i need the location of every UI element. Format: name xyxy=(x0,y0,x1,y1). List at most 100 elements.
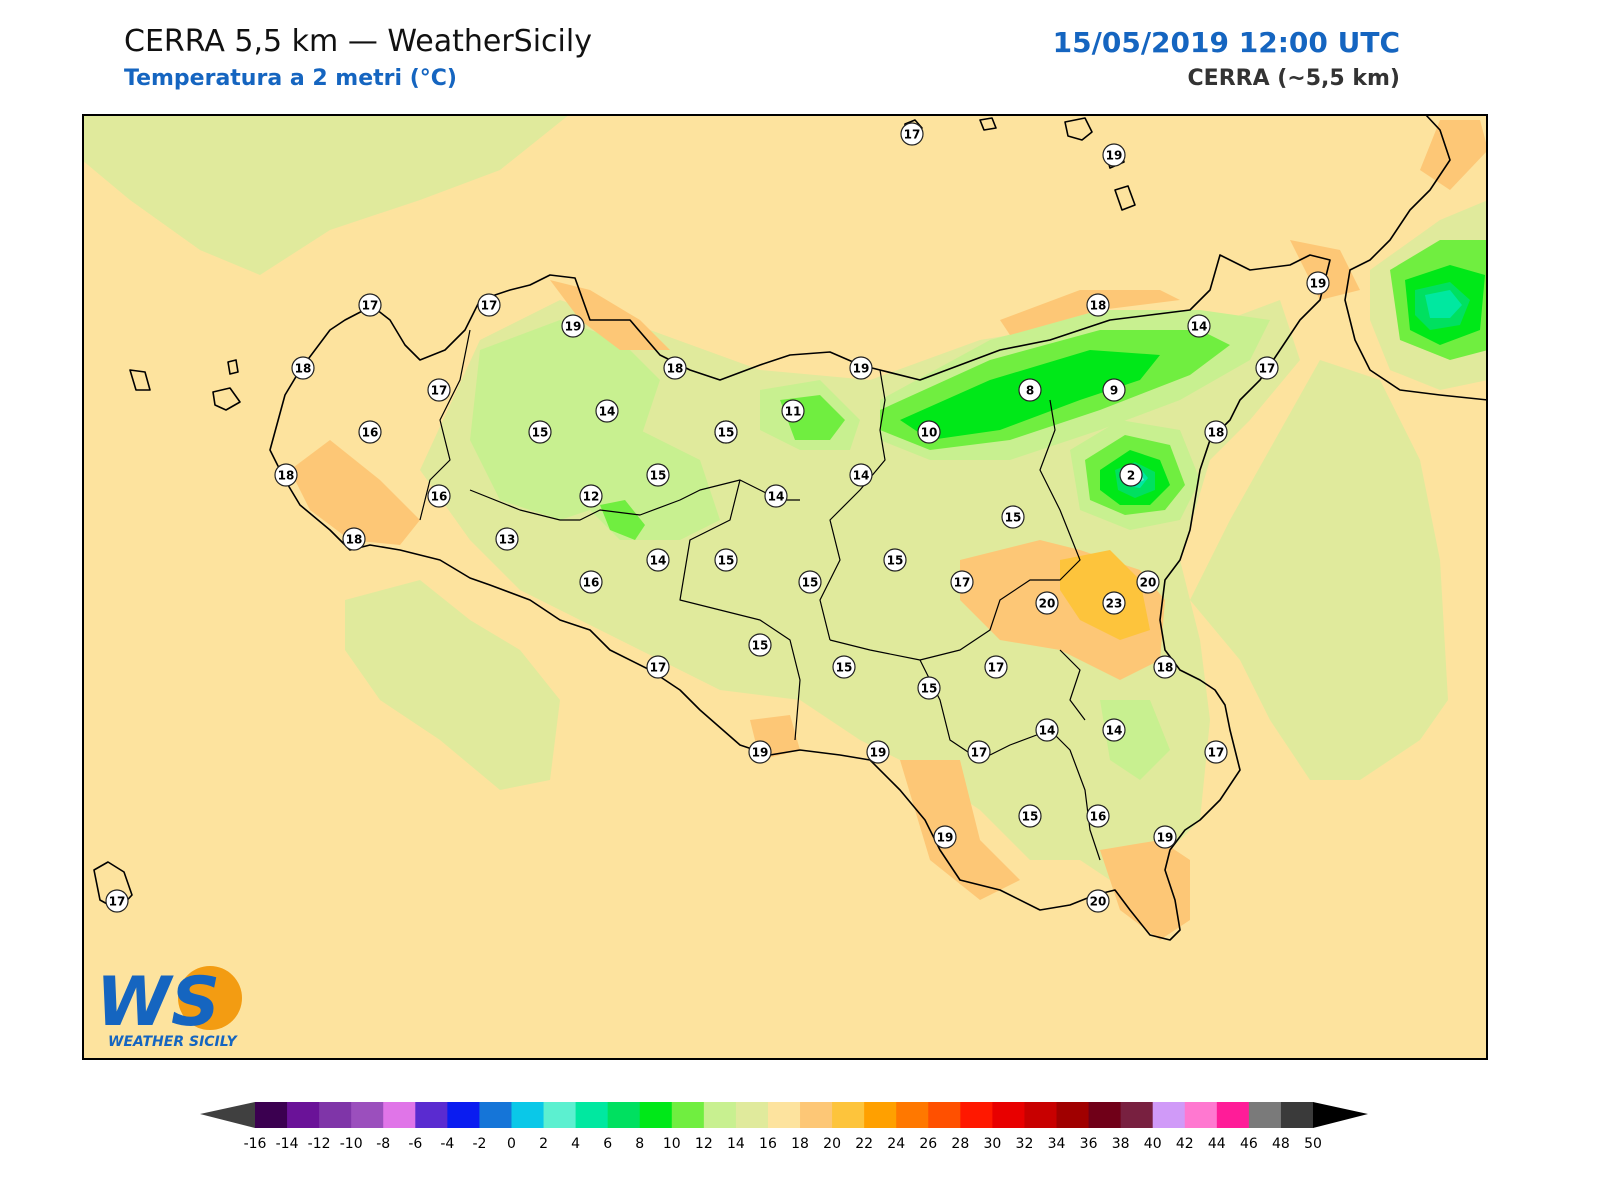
colorbar-cell xyxy=(1088,1102,1122,1128)
station-value: 14 xyxy=(853,469,870,483)
field-band-16-nw xyxy=(82,114,570,275)
station-marker: 9 xyxy=(1102,378,1126,402)
colorbar-tick-label: 0 xyxy=(507,1136,516,1152)
colorbar-cell xyxy=(511,1102,545,1128)
station-marker: 18 xyxy=(1086,293,1110,317)
colorbar-cell xyxy=(255,1102,288,1128)
station-value: 17 xyxy=(971,746,988,760)
station-marker: 10 xyxy=(917,420,941,444)
colorbar-tick-label: 38 xyxy=(1112,1136,1130,1152)
station-marker-circle xyxy=(984,655,1008,679)
station-marker: 19 xyxy=(849,356,873,380)
colorbar-tick-label: -12 xyxy=(308,1136,331,1152)
station-marker: 20 xyxy=(1136,570,1160,594)
colorbar-cell xyxy=(351,1102,384,1128)
station-marker: 16 xyxy=(579,570,603,594)
station-marker: 8 xyxy=(1018,378,1042,402)
station-marker: 19 xyxy=(1153,825,1177,849)
station-marker-circle xyxy=(427,378,451,402)
station-marker: 16 xyxy=(427,484,451,508)
station-marker: 17 xyxy=(477,293,501,317)
station-marker: 23 xyxy=(1102,591,1126,615)
station-value: 13 xyxy=(499,533,516,547)
station-marker-circle xyxy=(646,463,670,487)
colorbar-cell xyxy=(703,1102,737,1128)
coastline-sicily xyxy=(269,254,1331,941)
station-marker-circle xyxy=(1153,825,1177,849)
station-marker: 18 xyxy=(1153,655,1177,679)
station-value: 20 xyxy=(1039,597,1056,611)
station-value: 17 xyxy=(904,128,921,142)
station-marker: 17 xyxy=(950,570,974,594)
station-marker-circle xyxy=(1001,505,1025,529)
station-marker: 16 xyxy=(1086,804,1110,828)
colorbar-tick-label: 4 xyxy=(571,1136,580,1152)
colorbar-cell xyxy=(1216,1102,1250,1128)
colorbar-tick-label: 30 xyxy=(983,1136,1001,1152)
station-value: 14 xyxy=(768,490,785,504)
station-marker-circle xyxy=(1035,718,1059,742)
station-marker-circle xyxy=(646,655,670,679)
colorbar-tick-label: 44 xyxy=(1208,1136,1226,1152)
colorbar-tick-label: -2 xyxy=(472,1136,486,1152)
station-marker: 15 xyxy=(1001,505,1025,529)
station-marker-circle xyxy=(1102,591,1126,615)
station-value: 15 xyxy=(921,682,938,696)
station-marker: 19 xyxy=(933,825,957,849)
colorbar-cell xyxy=(735,1102,769,1128)
station-marker: 13 xyxy=(495,527,519,551)
field-band-12-west xyxy=(600,500,645,540)
station-marker: 15 xyxy=(714,420,738,444)
colorbar-cell xyxy=(447,1102,480,1128)
station-marker-circle xyxy=(933,825,957,849)
station-value: 19 xyxy=(937,831,954,845)
field-band-16-east-sea xyxy=(1190,360,1448,780)
station-value: 20 xyxy=(1090,895,1107,909)
colorbar-tick-label: 14 xyxy=(727,1136,745,1152)
station-marker-circle xyxy=(748,633,772,657)
station-marker: 15 xyxy=(917,676,941,700)
station-value: 8 xyxy=(1026,384,1034,398)
station-marker-circle xyxy=(1018,804,1042,828)
colorbar-cell xyxy=(1120,1102,1154,1128)
colorbar-tick-label: 28 xyxy=(951,1136,969,1152)
station-marker: 19 xyxy=(1102,143,1126,167)
station-marker-circle xyxy=(849,463,873,487)
border-palermo-messina xyxy=(819,369,886,641)
map-title: CERRA 5,5 km — WeatherSicily xyxy=(124,24,592,59)
station-value: 17 xyxy=(1259,362,1276,376)
island-vulcano xyxy=(1114,185,1136,211)
field-band-20-messina xyxy=(1290,240,1360,300)
station-marker-circle xyxy=(917,676,941,700)
station-marker: 17 xyxy=(967,740,991,764)
station-marker-circle xyxy=(883,548,907,572)
station-marker-circle xyxy=(427,484,451,508)
station-value: 15 xyxy=(650,469,667,483)
station-marker-circle xyxy=(105,889,129,913)
station-value: 18 xyxy=(1090,299,1107,313)
colorbar-tick-label: 6 xyxy=(603,1136,612,1152)
colorbar-over-arrow xyxy=(1313,1102,1368,1128)
island-pantelleria xyxy=(93,861,133,911)
station-marker-circle xyxy=(1102,378,1126,402)
station-markers: 17 19 17 17 19 18 14 19 18 17 18 19 14 15 11 8 9 17 16 15 15… xyxy=(105,122,1330,913)
station-marker: 14 xyxy=(764,484,788,508)
station-value: 19 xyxy=(853,362,870,376)
station-marker-circle xyxy=(1086,889,1110,913)
colorbar-cell xyxy=(864,1102,897,1128)
station-value: 19 xyxy=(870,746,887,760)
colorbar-cell xyxy=(1248,1102,1282,1128)
station-marker-circle xyxy=(561,314,585,338)
station-marker-circle xyxy=(1035,591,1059,615)
colorbar-tick-label: 48 xyxy=(1272,1136,1290,1152)
station-value: 15 xyxy=(532,426,549,440)
station-value: 17 xyxy=(650,661,667,675)
station-value: 17 xyxy=(362,299,379,313)
station-value: 15 xyxy=(718,426,735,440)
station-marker: 17 xyxy=(1255,356,1279,380)
colorbar-tick-label: 8 xyxy=(635,1136,644,1152)
station-value: 18 xyxy=(1157,661,1174,675)
island-marettimo xyxy=(227,359,239,375)
station-marker: 19 xyxy=(748,740,772,764)
colorbar-tick-label: -16 xyxy=(244,1136,267,1152)
